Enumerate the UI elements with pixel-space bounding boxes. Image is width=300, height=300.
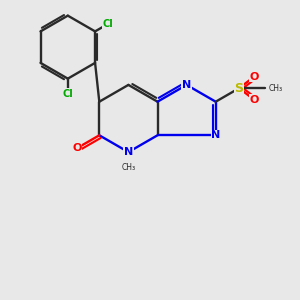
Text: N: N bbox=[182, 80, 191, 90]
Text: Cl: Cl bbox=[103, 19, 113, 29]
Text: CH₃: CH₃ bbox=[121, 164, 136, 172]
Text: N: N bbox=[124, 147, 133, 157]
Text: O: O bbox=[249, 94, 259, 105]
Text: O: O bbox=[249, 72, 259, 82]
Text: N: N bbox=[211, 130, 220, 140]
Text: S: S bbox=[235, 82, 244, 95]
Text: CH₃: CH₃ bbox=[269, 84, 283, 93]
Text: O: O bbox=[73, 143, 82, 153]
Text: Cl: Cl bbox=[62, 88, 73, 99]
